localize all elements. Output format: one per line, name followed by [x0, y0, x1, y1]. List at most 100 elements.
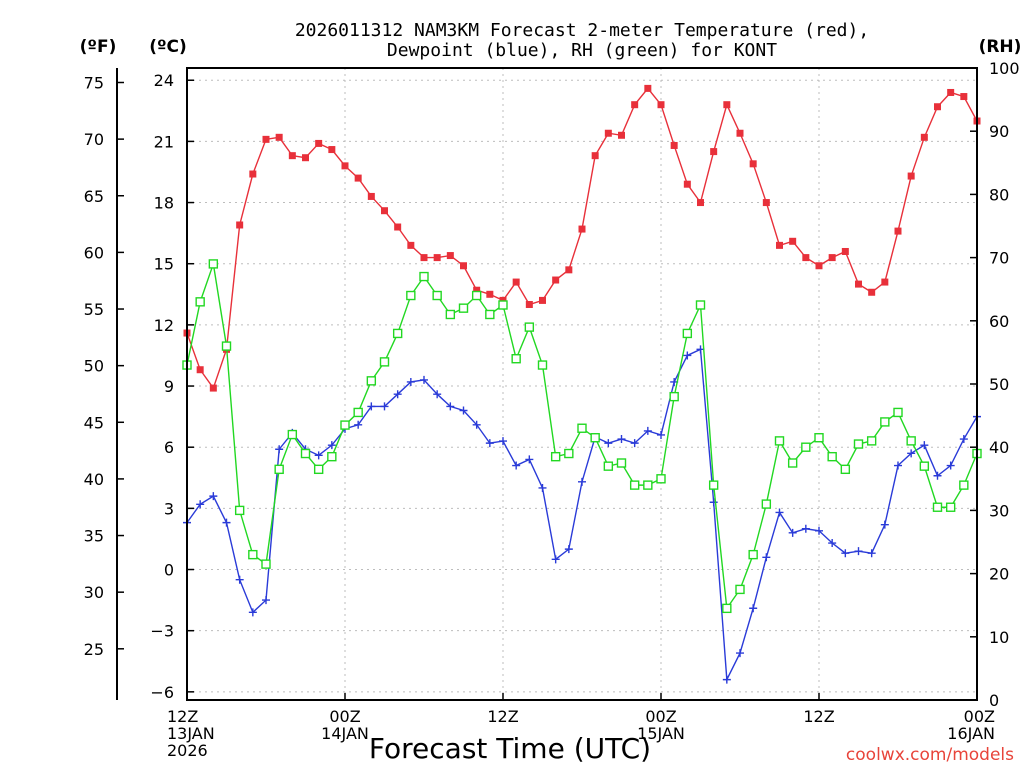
- rh-markers: [182, 259, 982, 614]
- temperature-point: [473, 286, 481, 294]
- temperature-point: [275, 133, 283, 141]
- rh-point: [932, 502, 943, 512]
- rh-point: [814, 433, 824, 443]
- dewpoint-point: [499, 437, 507, 446]
- rh-point: [945, 502, 956, 512]
- temperature-point: [578, 225, 586, 233]
- temperature-point: [618, 131, 625, 139]
- celsius-tick-label: −6: [150, 683, 174, 702]
- rh-point: [379, 357, 390, 367]
- rh-point: [669, 391, 679, 402]
- celsius-tick-label: 21: [154, 132, 174, 151]
- fahrenheit-tick-label: 35: [84, 527, 104, 546]
- rh-point: [498, 300, 508, 310]
- rh-point: [248, 549, 258, 560]
- rh-point: [524, 322, 535, 332]
- rh-point: [300, 448, 311, 459]
- rh-tick-label: 30: [989, 501, 1009, 520]
- rh-point: [221, 341, 232, 351]
- fahrenheit-tick-label: 40: [84, 470, 104, 489]
- rh-point: [919, 461, 930, 471]
- temperature-point: [947, 88, 955, 96]
- rh-point: [722, 603, 732, 614]
- rh-tick-label: 50: [989, 375, 1009, 394]
- grid-lines: [187, 68, 977, 700]
- temperature-point: [394, 223, 402, 231]
- dewpoint-point: [406, 377, 415, 386]
- dewpoint-point: [801, 524, 810, 533]
- plot-frame: [186, 67, 978, 701]
- temperature-markers: [183, 84, 981, 392]
- temperature-point: [460, 262, 467, 270]
- x-tick-label: 16JAN: [947, 724, 995, 743]
- rh-point: [445, 309, 456, 320]
- dewpoint-markers: [183, 345, 981, 684]
- dewpoint-point: [551, 555, 560, 564]
- series-layer: [182, 84, 982, 684]
- dewpoint-point: [762, 553, 771, 562]
- dewpoint-point: [933, 471, 942, 480]
- rh-point: [603, 461, 614, 471]
- temperature-point: [657, 101, 665, 109]
- celsius-tick-label: 6: [164, 438, 174, 457]
- rh-point: [840, 464, 851, 475]
- temperature-point: [407, 241, 415, 249]
- dewpoint-point: [920, 441, 929, 450]
- temperature-point: [631, 101, 639, 109]
- fahrenheit-tick-label: 75: [84, 73, 104, 92]
- dewpoint-point: [314, 451, 323, 460]
- dewpoint-point: [946, 461, 955, 470]
- dewpoint-point: [867, 549, 876, 558]
- rh-point: [682, 328, 693, 339]
- temperature-point: [644, 84, 652, 92]
- temperature-point: [446, 252, 454, 260]
- dewpoint-point: [380, 402, 389, 411]
- dewpoint-point: [564, 545, 573, 554]
- celsius-tick-label: 18: [154, 194, 174, 213]
- dewpoint-point: [485, 439, 494, 448]
- rh-point: [735, 584, 745, 595]
- dewpoint-point: [709, 498, 718, 507]
- rh-point: [866, 436, 877, 446]
- dewpoint-point: [235, 575, 244, 584]
- rh-point: [261, 559, 271, 569]
- rh-line: [186, 263, 978, 611]
- dewpoint-point: [578, 477, 586, 486]
- temperature-point: [736, 129, 744, 137]
- celsius-tick-label: 12: [154, 316, 174, 335]
- fahrenheit-unit-label: (ºF): [80, 37, 117, 57]
- dewpoint-point: [854, 547, 863, 556]
- x-tick-label: 12Z: [803, 707, 834, 726]
- dewpoint-point: [749, 604, 758, 613]
- temperature-point: [723, 101, 731, 109]
- dewpoint-point: [894, 461, 902, 470]
- temperature-point: [433, 254, 441, 262]
- rh-point: [287, 429, 298, 440]
- celsius-tick-label: 15: [154, 255, 174, 274]
- dewpoint-point: [880, 520, 889, 529]
- temperature-point: [420, 254, 428, 262]
- fahrenheit-tick-label: 45: [84, 413, 104, 432]
- x-tick-label: 14JAN: [321, 724, 369, 743]
- rh-point: [537, 360, 548, 370]
- x-axis-label: Forecast Time (UTC): [369, 732, 651, 765]
- dewpoint-point: [815, 526, 823, 535]
- temperature-point: [934, 103, 941, 111]
- dewpoint-point: [354, 420, 363, 429]
- dewpoint-point: [446, 402, 455, 411]
- dewpoint-point: [538, 483, 547, 492]
- temperature-point: [512, 278, 520, 286]
- rh-point: [550, 451, 561, 462]
- temperature-point: [236, 221, 244, 229]
- rh-point: [801, 442, 811, 452]
- dewpoint-point: [459, 406, 468, 415]
- dewpoint-point: [209, 492, 218, 501]
- rh-point: [366, 376, 377, 386]
- fahrenheit-tick-label: 30: [84, 583, 104, 602]
- rh-point: [274, 464, 284, 475]
- rh-point: [419, 271, 429, 282]
- rh-point: [906, 436, 916, 446]
- dewpoint-point: [222, 518, 231, 527]
- rh-point: [392, 328, 403, 339]
- dewpoint-point: [420, 375, 428, 384]
